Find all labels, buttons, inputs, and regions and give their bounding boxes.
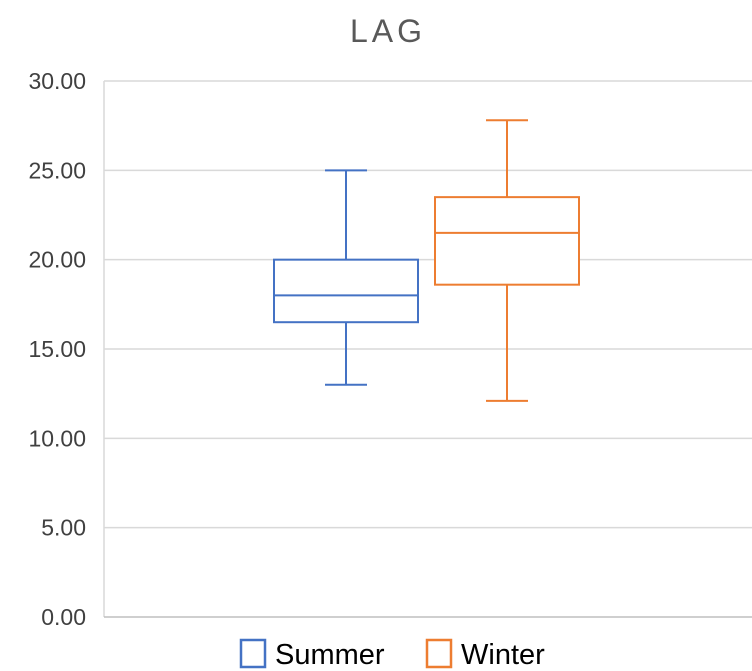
legend-item-winter: Winter bbox=[425, 638, 545, 671]
legend-swatch bbox=[239, 638, 267, 669]
interquartile-box bbox=[273, 258, 419, 324]
y-tick-label: 30.00 bbox=[28, 68, 86, 94]
legend-label: Winter bbox=[461, 639, 545, 671]
y-tick-label: 15.00 bbox=[28, 336, 86, 362]
y-tick-label: 20.00 bbox=[28, 247, 86, 273]
box-winter bbox=[434, 119, 580, 402]
plot-area bbox=[103, 81, 752, 618]
y-tick-label: 5.00 bbox=[41, 515, 86, 541]
interquartile-box bbox=[434, 196, 580, 286]
box-series bbox=[273, 119, 580, 402]
y-tick-label: 0.00 bbox=[41, 604, 86, 630]
y-axis-ticks: 0.00 5.00 10.00 15.00 20.00 25.00 30.00 bbox=[28, 68, 86, 630]
y-tick-label: 25.00 bbox=[28, 157, 86, 183]
chart-title: LAG bbox=[350, 13, 426, 49]
legend: Summer Winter bbox=[239, 638, 545, 671]
legend-item-summer: Summer bbox=[239, 638, 385, 671]
y-tick-label: 10.00 bbox=[28, 425, 86, 451]
legend-swatch bbox=[425, 638, 453, 669]
box-summer bbox=[273, 169, 419, 386]
legend-label: Summer bbox=[275, 639, 385, 671]
gridlines bbox=[104, 80, 752, 529]
